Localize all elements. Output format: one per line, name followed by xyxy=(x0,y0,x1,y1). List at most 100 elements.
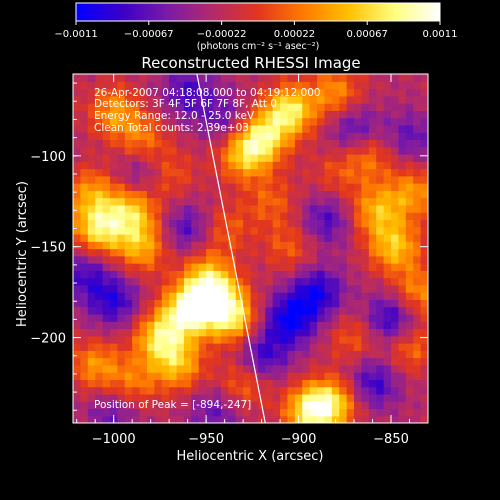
heatmap-cell xyxy=(368,183,377,191)
heatmap-cell xyxy=(220,343,229,351)
heatmap-cell xyxy=(220,139,229,148)
heatmap-cell xyxy=(169,204,178,213)
heatmap-cell xyxy=(368,212,377,221)
heatmap-cell xyxy=(331,110,340,119)
heatmap-cell xyxy=(191,248,200,257)
heatmap-cell xyxy=(169,168,178,177)
heatmap-cell xyxy=(102,292,111,300)
heatmap-cell xyxy=(169,343,178,351)
heatmap-cell xyxy=(102,343,111,351)
heatmap-cell xyxy=(309,255,318,264)
heatmap-cell xyxy=(169,379,178,388)
heatmap-cell xyxy=(413,321,422,330)
heatmap-cell xyxy=(183,110,192,119)
heatmap-cell xyxy=(294,132,303,141)
heatmap-cell xyxy=(317,146,326,155)
heatmap-cell xyxy=(405,190,414,199)
heatmap-cell xyxy=(80,81,89,90)
heatmap-cell xyxy=(95,313,104,322)
heatmap-cell xyxy=(220,74,229,82)
heatmap-cell xyxy=(132,124,141,133)
heatmap-cell xyxy=(198,183,207,191)
heatmap-cell xyxy=(250,103,259,111)
heatmap-cell xyxy=(154,146,163,155)
heatmap-cell xyxy=(265,146,274,155)
heatmap-cell xyxy=(183,408,192,417)
heatmap-cell xyxy=(213,219,222,228)
heatmap-cell xyxy=(354,95,363,104)
heatmap-cell xyxy=(302,364,311,373)
heatmap-cell xyxy=(132,233,141,242)
heatmap-cell xyxy=(294,277,303,286)
heatmap-cell xyxy=(198,204,207,213)
heatmap-cell xyxy=(257,299,266,308)
heatmap-cell xyxy=(287,132,296,141)
heatmap-cell xyxy=(206,415,215,423)
heatmap-cell xyxy=(80,343,89,351)
heatmap-cell xyxy=(317,343,326,351)
heatmap-cell xyxy=(368,313,377,322)
heatmap-cell xyxy=(243,88,252,97)
heatmap-cell xyxy=(250,139,259,148)
heatmap-cell xyxy=(220,284,229,293)
heatmap-cell xyxy=(383,117,392,126)
heatmap-cell xyxy=(161,168,170,177)
heatmap-cell xyxy=(95,110,104,119)
heatmap-cell xyxy=(243,139,252,148)
heatmap-cell xyxy=(376,233,385,242)
heatmap-cell xyxy=(206,124,215,133)
heatmap-cell xyxy=(346,197,355,206)
heatmap-cell xyxy=(235,161,244,170)
heatmap-cell xyxy=(154,379,163,388)
heatmap-cell xyxy=(161,139,170,148)
heatmap-cell xyxy=(257,357,266,366)
heatmap-cell xyxy=(294,139,303,148)
heatmap-cell xyxy=(383,212,392,221)
heatmap-cell xyxy=(257,335,266,344)
heatmap-cell xyxy=(235,299,244,308)
heatmap-cell xyxy=(302,183,311,191)
heatmap-cell xyxy=(420,299,428,308)
heatmap-cell xyxy=(243,168,252,177)
heatmap-cell xyxy=(191,204,200,213)
heatmap-cell xyxy=(176,153,185,162)
heatmap-cell xyxy=(235,153,244,162)
heatmap-cell xyxy=(243,306,252,315)
heatmap-cell xyxy=(154,401,163,410)
heatmap-cell xyxy=(317,175,326,184)
heatmap-cell xyxy=(213,241,222,250)
heatmap-cell xyxy=(183,124,192,133)
heatmap-cell xyxy=(191,132,200,141)
heatmap-cell xyxy=(235,386,244,395)
heatmap-cell xyxy=(87,74,96,82)
heatmap-cell xyxy=(220,110,229,119)
heatmap-cell xyxy=(132,88,141,97)
heatmap-cell xyxy=(250,117,259,126)
heatmap-cell xyxy=(161,415,170,423)
heatmap-cell xyxy=(331,183,340,191)
heatmap-cell xyxy=(169,132,178,141)
heatmap-cell xyxy=(413,139,422,148)
heatmap-cell xyxy=(109,372,118,380)
heatmap-cell xyxy=(280,401,289,410)
heatmap-cell xyxy=(272,372,281,380)
heatmap-cell xyxy=(169,284,178,293)
heatmap-cell xyxy=(420,343,428,351)
heatmap-cell xyxy=(183,343,192,351)
heatmap-cell xyxy=(132,321,141,330)
heatmap-cell xyxy=(391,168,400,177)
heatmap-cell xyxy=(220,299,229,308)
heatmap-cell xyxy=(220,328,229,337)
heatmap-cell xyxy=(183,132,192,141)
heatmap-cell xyxy=(87,408,96,417)
heatmap-cell xyxy=(309,226,318,235)
heatmap-cell xyxy=(146,350,155,359)
heatmap-cell xyxy=(176,343,185,351)
peak-position-label: Position of Peak = [-894,-247] xyxy=(94,399,251,411)
heatmap-cell xyxy=(117,277,126,286)
heatmap-cell xyxy=(420,386,428,395)
heatmap-cell xyxy=(220,350,229,359)
heatmap-cell xyxy=(191,277,200,286)
heatmap-cell xyxy=(146,103,155,111)
